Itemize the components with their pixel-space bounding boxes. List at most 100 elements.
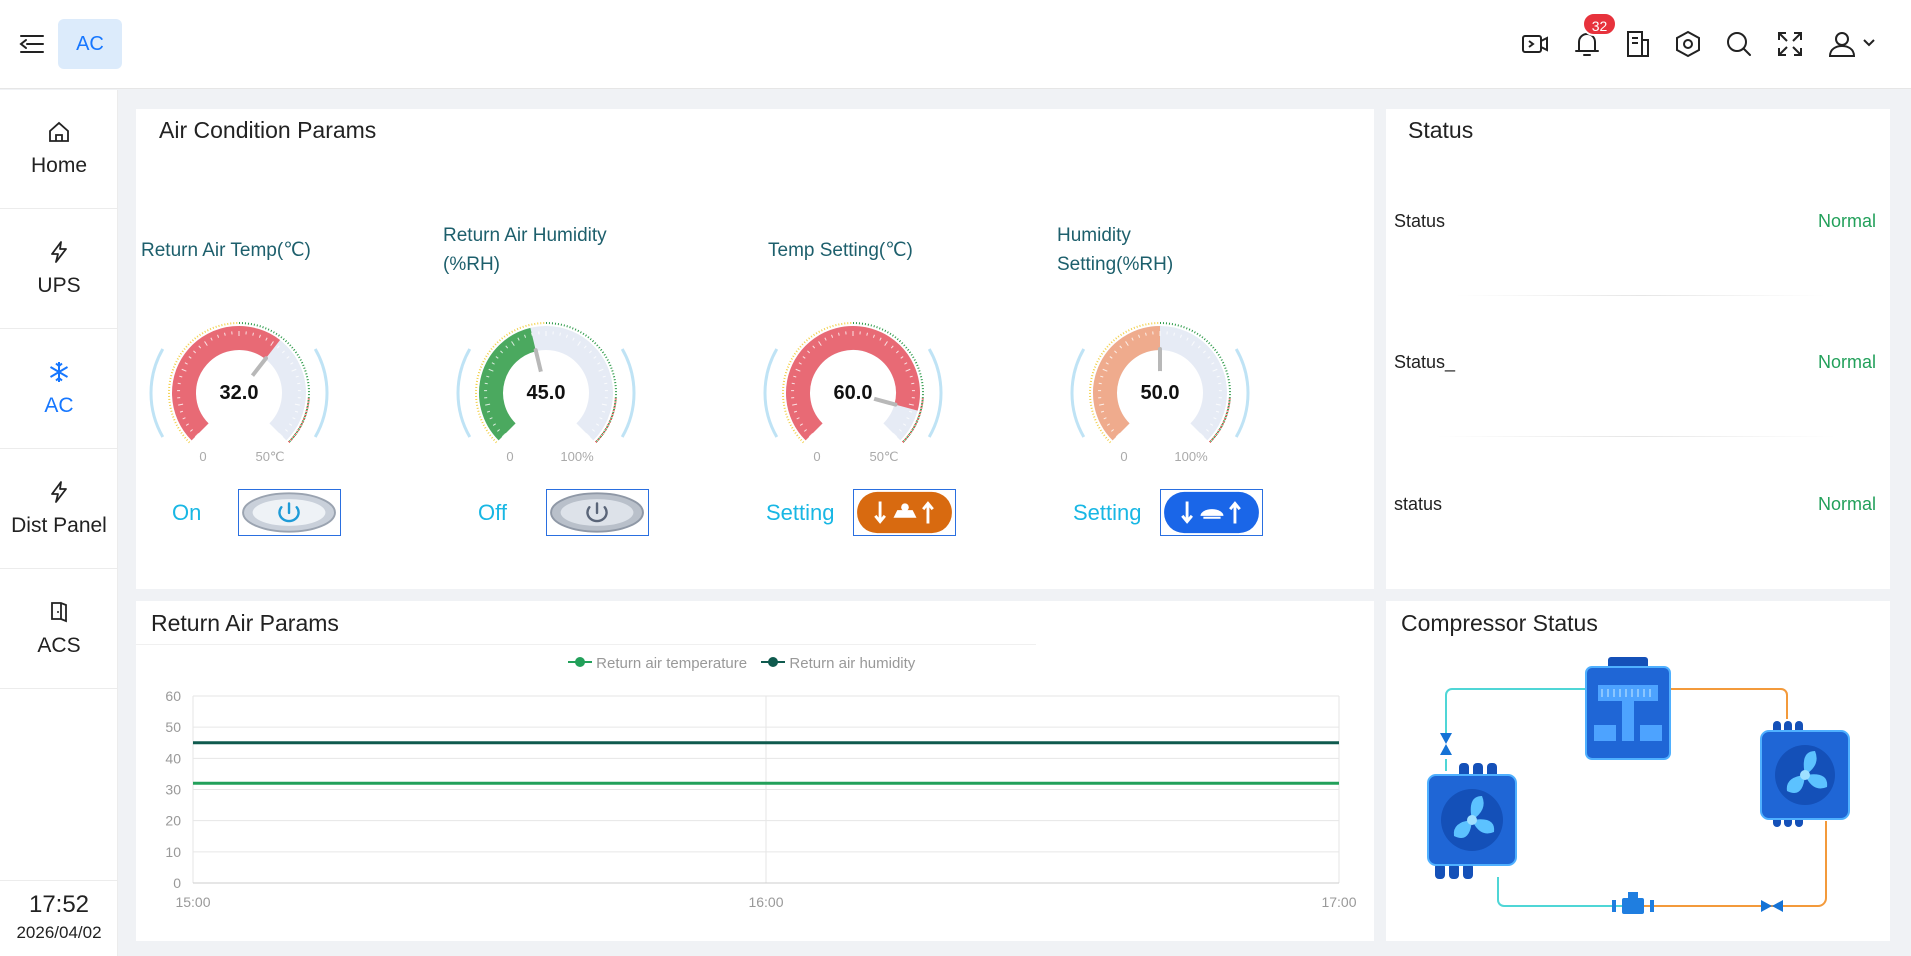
settings-hexagon-icon[interactable] [1672, 28, 1704, 60]
gauge-tick [904, 362, 908, 365]
gauge-label-humidity-setting: Humidity Setting(%RH) [1057, 225, 1174, 275]
gauge-tick [592, 429, 595, 432]
gauge-tick [1186, 337, 1189, 341]
legend-item-return-air-temperature[interactable]: Return air temperature [568, 655, 747, 672]
tab-ac[interactable]: AC [58, 19, 122, 69]
power-off-button[interactable] [546, 489, 649, 536]
gauge-tick [489, 417, 493, 420]
gauge-tick [265, 337, 268, 341]
gauge-tick [577, 341, 581, 346]
video-icon[interactable] [1519, 28, 1551, 60]
gauge-tick [1102, 368, 1108, 372]
document-icon[interactable] [1622, 28, 1654, 60]
menu-fold-icon[interactable] [18, 30, 46, 58]
user-menu-icon[interactable] [1826, 28, 1876, 60]
gauge-tick [224, 332, 226, 336]
legend-item-return-air-humidity[interactable]: Return air humidity [761, 655, 915, 672]
gauge-max: 50℃ [869, 449, 898, 464]
sidebar-item-label: UPS [37, 274, 81, 297]
power-on-button[interactable] [238, 489, 341, 536]
gauge-tick [838, 332, 840, 336]
gauge-tick [1119, 345, 1123, 349]
sidebar-item-dist-panel[interactable]: Dist Panel [0, 450, 118, 569]
gauge-value: 32.0 [220, 382, 259, 404]
divider [136, 644, 1036, 645]
gauge-tick [258, 334, 261, 338]
sidebar-item-ups[interactable]: UPS [0, 210, 118, 329]
gauge-outer-arc [313, 348, 329, 438]
gauge-max: 50℃ [255, 449, 284, 464]
divider [1456, 295, 1826, 296]
gauge-dotted-arc [475, 322, 547, 444]
gauge-tick [890, 345, 894, 349]
x-tick-label: 15:00 [175, 894, 210, 910]
gauge-tick [295, 375, 299, 378]
gauge-tick [908, 410, 913, 413]
gauge-dotted-arc [782, 322, 854, 444]
home-icon [49, 121, 69, 142]
gauge-tick [210, 337, 213, 341]
pipe [1644, 821, 1827, 907]
gauge-tick [190, 429, 193, 432]
status-name: Status_ [1394, 352, 1456, 372]
clock-time: 17:52 [28, 891, 90, 918]
legend-label: Return air humidity [789, 655, 916, 672]
temp-setting-button[interactable] [853, 489, 956, 536]
gauge-tick [1211, 362, 1215, 365]
gauge-tick [583, 345, 587, 349]
gauge-dotted-arc [545, 322, 617, 444]
gauge-tick [1125, 341, 1129, 346]
gauge-tick [1100, 410, 1105, 413]
humidity-setting-button[interactable] [1160, 489, 1263, 536]
gauge-tick [601, 410, 606, 413]
gauge-tick [565, 334, 568, 338]
gauge-tick [1106, 423, 1110, 426]
gauge-tick [1179, 334, 1182, 338]
gauge-center [831, 371, 875, 415]
gauge-value: 50.0 [1141, 382, 1180, 404]
gauge-tick [184, 362, 188, 365]
gauge-tick [572, 337, 575, 341]
sidebar-item-ac[interactable]: AC [0, 330, 118, 449]
search-icon[interactable] [1723, 28, 1755, 60]
gauge-humidity-setting: 50.0 0 100% [1070, 322, 1250, 464]
gauge-tick [178, 403, 184, 406]
gauge-tick [884, 341, 888, 346]
gauge-tick [286, 356, 290, 359]
gauge-tick [895, 350, 899, 354]
panel-title: Air Condition Params [159, 117, 377, 143]
status-panel: Status Status Normal Status_ Normal stat… [1386, 109, 1890, 589]
gauge-tick [1216, 375, 1220, 378]
gauge-tick [491, 362, 495, 365]
gauge-tick [294, 403, 300, 406]
clock: 17:52 2026/04/02 [0, 880, 118, 943]
power-status-text: Off [478, 500, 507, 525]
notification-badge: 32 [1582, 12, 1617, 36]
compressor-diagram [1427, 657, 1850, 914]
gauge-outer-arc [1234, 348, 1250, 438]
panel-title: Compressor Status [1401, 610, 1598, 636]
y-tick-label: 40 [165, 750, 181, 766]
gauge-tick [807, 350, 811, 354]
gauge-min: 0 [506, 449, 513, 464]
chart-legend: Return air temperature Return air humidi… [568, 655, 925, 672]
gauge-return-temp: 32.0 0 50℃ [149, 322, 329, 464]
gauge-tick [597, 362, 601, 365]
gauge-tick [796, 417, 800, 420]
sidebar-item-home[interactable]: Home [0, 90, 118, 209]
gauge-tick [1099, 403, 1105, 406]
gauge-tick [908, 403, 914, 406]
sidebar-item-acs[interactable]: ACS [0, 570, 118, 689]
door-icon [51, 602, 67, 623]
y-tick-label: 60 [165, 688, 181, 704]
gauge-tick [559, 332, 561, 336]
gauge-tick [517, 337, 520, 341]
gauge-tick [193, 350, 197, 354]
gauge-tick [1210, 423, 1214, 426]
gauge-tick [1100, 375, 1104, 378]
gauge-tick [804, 429, 807, 432]
gauge-return-humidity: 45.0 0 100% [456, 322, 636, 464]
fullscreen-icon[interactable] [1774, 28, 1806, 60]
gauge-tick [598, 368, 604, 372]
legend-marker [761, 657, 786, 667]
